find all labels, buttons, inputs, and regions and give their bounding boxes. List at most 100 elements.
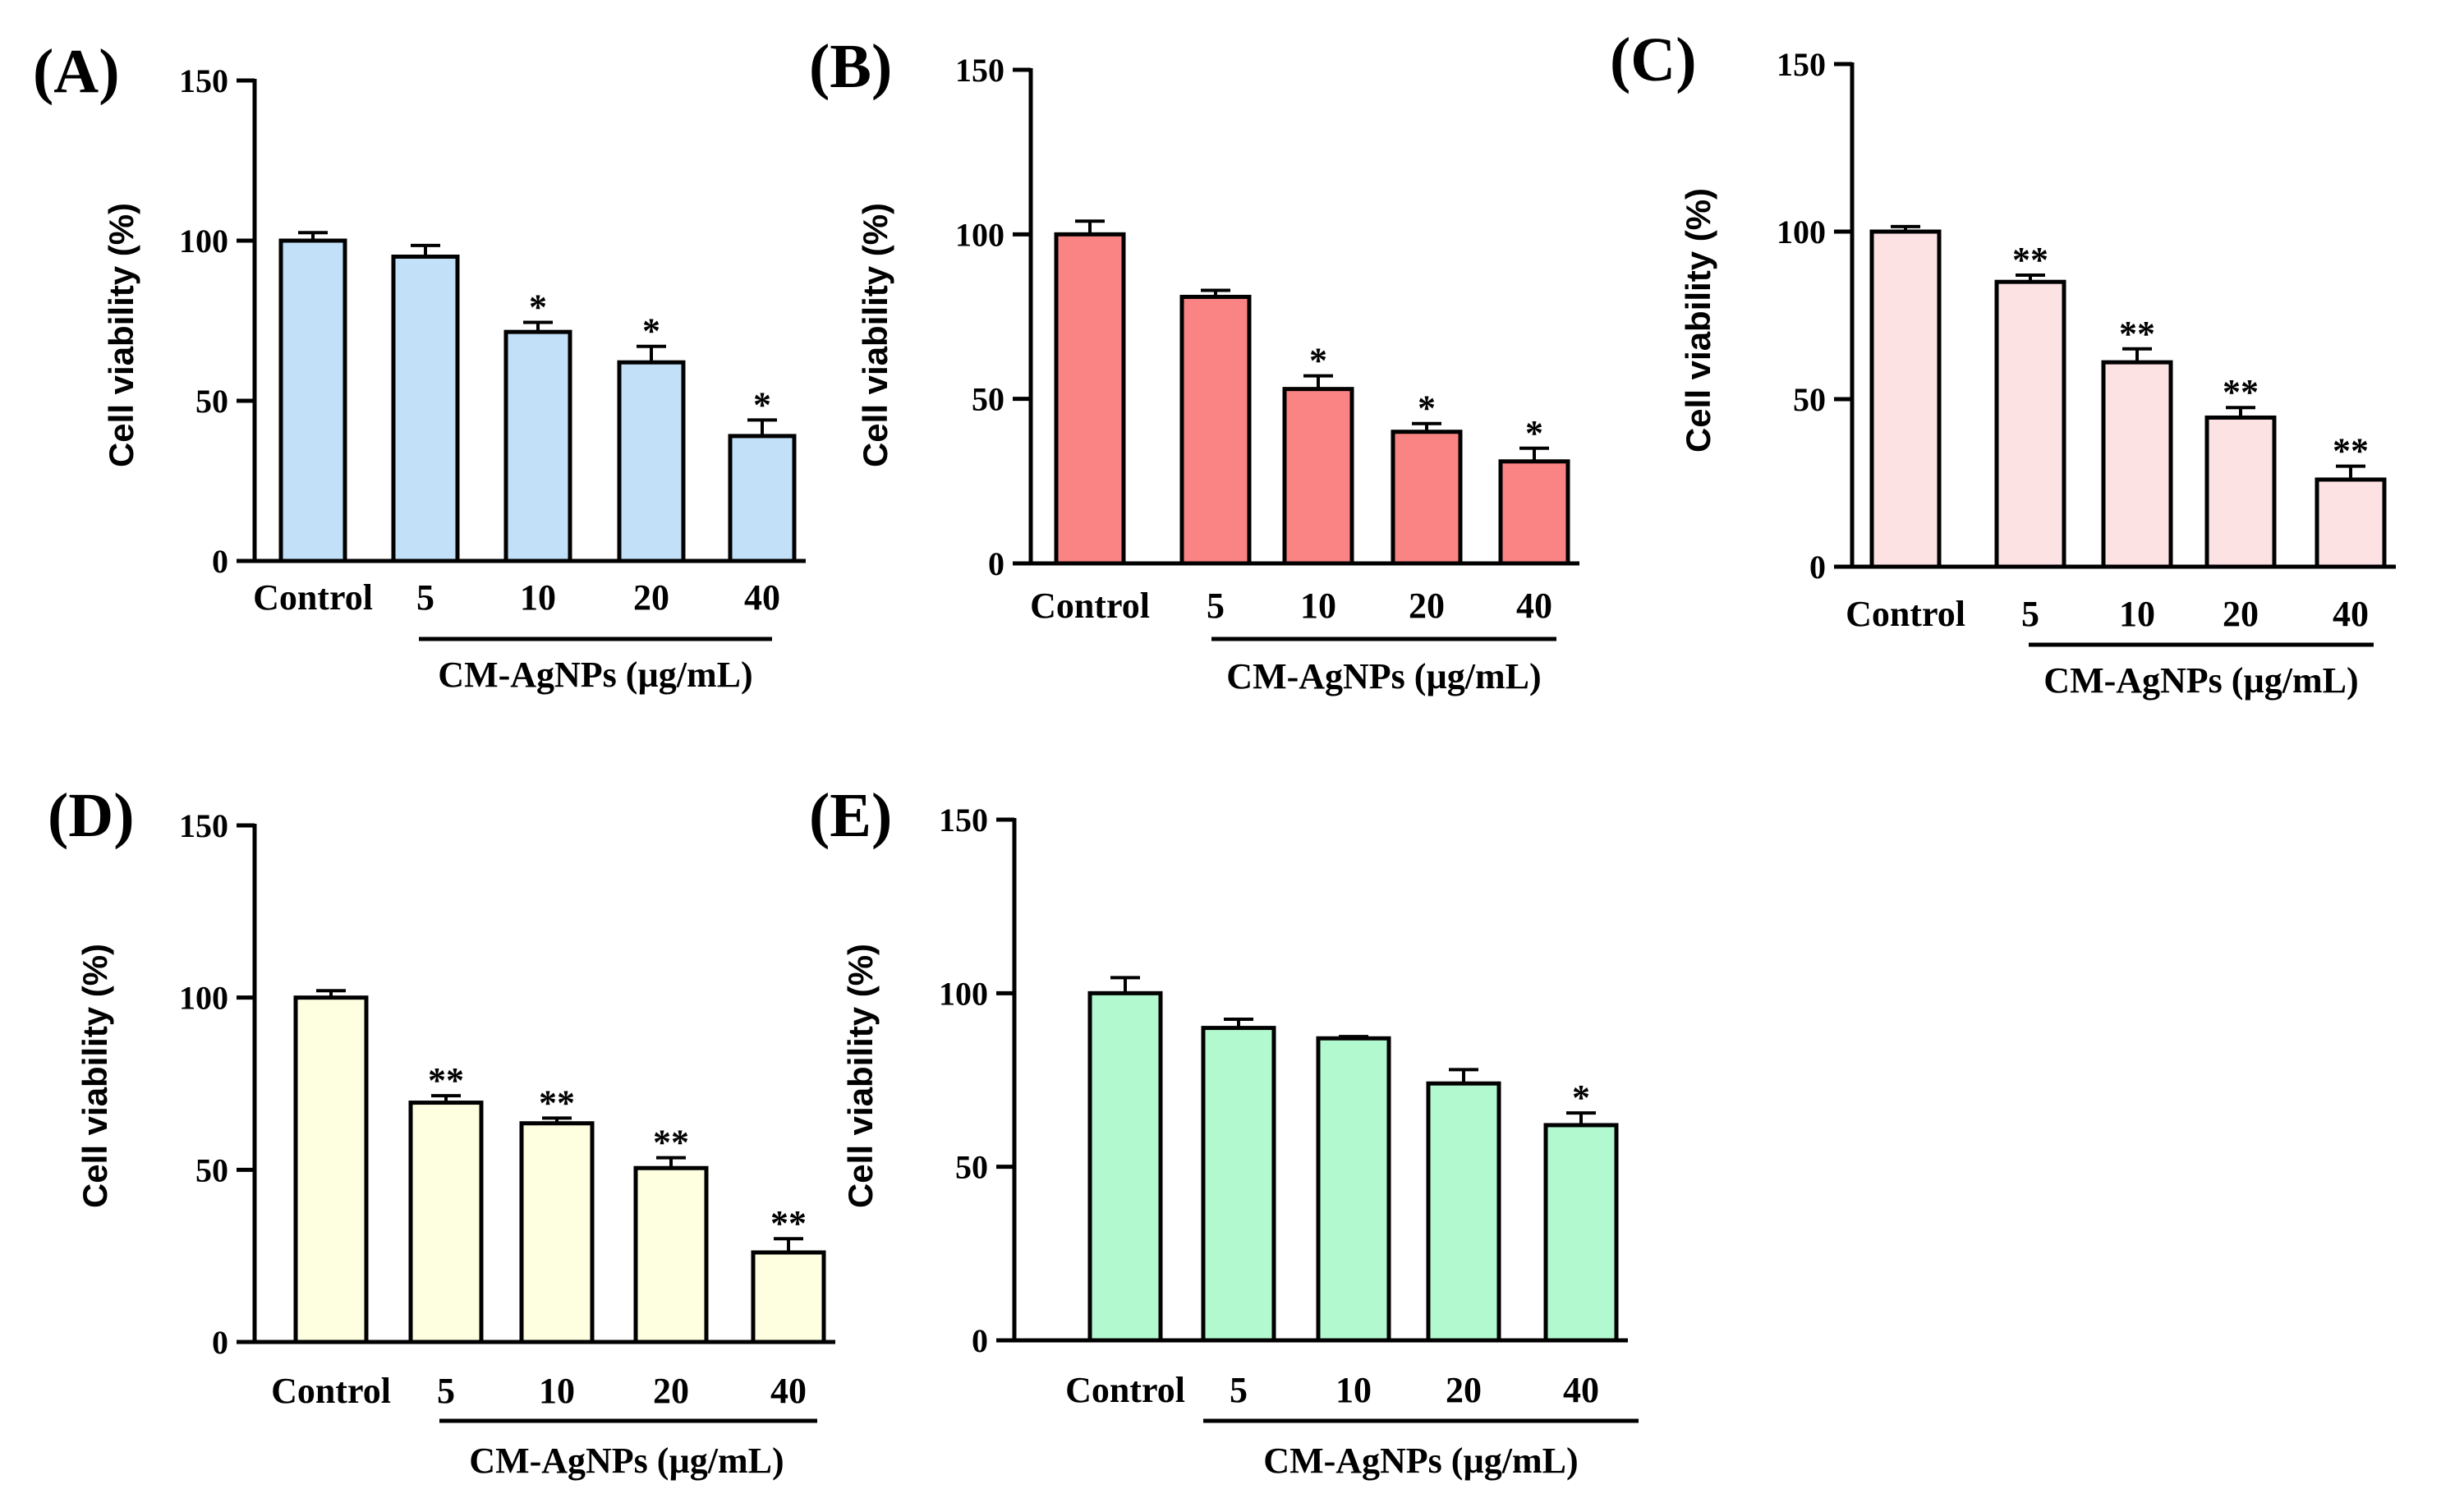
y-tick-label: 0: [212, 543, 228, 580]
chart-panel-c: (C) 0 50 100 150 Cell viability (%) Control ** 5…: [1610, 25, 2396, 701]
bar: [391, 255, 460, 563]
x-category-label: 40: [2333, 594, 2369, 634]
x-category-label: 5: [416, 577, 434, 618]
x-category-label: 10: [1300, 586, 1336, 626]
y-tick-label: 150: [179, 62, 228, 99]
bar: [2315, 477, 2387, 569]
bar: [1054, 232, 1126, 566]
y-tick-label: 50: [195, 383, 228, 420]
y-tick-label: 100: [179, 980, 228, 1017]
y-tick-label: 0: [1809, 549, 1826, 586]
panel-letter: (E): [809, 781, 892, 850]
significance-marker: *: [1525, 413, 1543, 453]
bar: [1391, 430, 1463, 566]
y-tick-label: 100: [939, 975, 988, 1012]
bar: [293, 995, 369, 1344]
chart-panel-a: (A) 0 50 100 150 Cell viability (%) Control 5 * 1…: [33, 37, 806, 695]
bar: [617, 360, 686, 563]
y-tick-label: 150: [939, 802, 988, 839]
x-category-label: 10: [520, 577, 556, 618]
chart-panel-d: (D) 0 50 100 150 Cell viability (%) Control ** 5…: [48, 781, 835, 1481]
panel-letter: (D): [48, 781, 135, 850]
y-tick-label: 0: [212, 1324, 228, 1361]
x-category-label: 40: [1516, 586, 1552, 626]
bar: [1282, 387, 1354, 566]
bar: [519, 1121, 595, 1344]
bar: [1201, 1026, 1276, 1343]
x-category-label: Control: [1846, 594, 1965, 634]
panel-letter: (C): [1610, 25, 1697, 94]
y-axis-title: Cell viability (%): [856, 203, 894, 467]
y-tick-label: 150: [179, 807, 228, 844]
bar: [1869, 229, 1942, 569]
x-category-label: Control: [1030, 586, 1150, 626]
bar: [1543, 1123, 1619, 1343]
x-category-label: 10: [2119, 594, 2155, 634]
group-label: CM-AgNPs (µg/mL): [438, 655, 752, 695]
bar: [408, 1101, 484, 1344]
y-tick-label: 0: [972, 1322, 988, 1359]
x-category-label: 10: [1335, 1370, 1372, 1410]
bar: [1426, 1081, 1501, 1343]
x-category-label: 20: [633, 577, 669, 618]
x-category-label: 40: [770, 1371, 807, 1411]
y-tick-label: 150: [1777, 46, 1826, 83]
significance-marker: **: [770, 1203, 807, 1243]
x-category-label: 5: [437, 1371, 455, 1411]
y-axis-title: Cell viability (%): [841, 944, 880, 1208]
significance-marker: *: [529, 287, 547, 327]
y-tick-label: 50: [1793, 381, 1826, 418]
x-category-label: 40: [744, 577, 780, 618]
y-axis-title: Cell viability (%): [102, 203, 140, 467]
chart-panel-b: (B) 0 50 100 150 Cell viability (%) Control 5 * 1…: [809, 32, 1579, 696]
bar: [1179, 294, 1252, 566]
x-category-label: 20: [653, 1371, 689, 1411]
significance-marker: **: [2223, 372, 2259, 412]
y-tick-label: 100: [179, 223, 228, 260]
y-tick-label: 150: [955, 52, 1004, 89]
y-tick-label: 0: [988, 545, 1004, 582]
significance-marker: **: [653, 1123, 689, 1163]
group-label: CM-AgNPs (µg/mL): [1226, 656, 1541, 696]
significance-marker: **: [428, 1060, 464, 1101]
significance-marker: *: [642, 311, 660, 352]
significance-marker: **: [539, 1082, 575, 1123]
bar: [633, 1165, 709, 1344]
significance-marker: **: [2012, 240, 2048, 280]
y-tick-label: 100: [955, 216, 1004, 253]
group-label: CM-AgNPs (µg/mL): [469, 1441, 784, 1481]
y-axis-title: Cell viability (%): [1679, 188, 1717, 453]
y-tick-label: 50: [195, 1151, 228, 1188]
y-tick-label: 50: [972, 381, 1004, 418]
bar: [1087, 990, 1163, 1343]
significance-marker: **: [2333, 431, 2369, 471]
chart-panel-e: (E) 0 50 100 150 Cell viability (%) Control 5 10…: [809, 781, 1639, 1481]
x-category-label: Control: [271, 1371, 391, 1411]
significance-marker: *: [753, 384, 771, 425]
x-category-label: 10: [539, 1371, 575, 1411]
x-category-label: Control: [253, 577, 373, 618]
bar: [2204, 415, 2277, 569]
significance-marker: *: [1572, 1078, 1590, 1118]
panel-letter: (A): [33, 37, 120, 106]
bar: [1994, 279, 2066, 569]
y-tick-label: 50: [955, 1149, 988, 1186]
panel-letter: (B): [809, 32, 892, 101]
x-category-label: 5: [1207, 586, 1225, 626]
x-category-label: 5: [1230, 1370, 1248, 1410]
x-category-label: 20: [2223, 594, 2259, 634]
y-axis-title: Cell viability (%): [76, 944, 114, 1208]
x-category-label: 20: [1446, 1370, 1482, 1410]
x-category-label: 20: [1409, 586, 1445, 626]
bar: [751, 1250, 826, 1344]
x-category-label: 40: [1563, 1370, 1599, 1410]
bar: [728, 434, 797, 563]
y-tick-label: 100: [1777, 214, 1826, 250]
x-category-label: Control: [1065, 1370, 1185, 1410]
bar: [1316, 1036, 1391, 1343]
significance-marker: *: [1309, 341, 1327, 381]
x-category-label: 5: [2021, 594, 2039, 634]
group-label: CM-AgNPs (µg/mL): [1263, 1441, 1578, 1481]
